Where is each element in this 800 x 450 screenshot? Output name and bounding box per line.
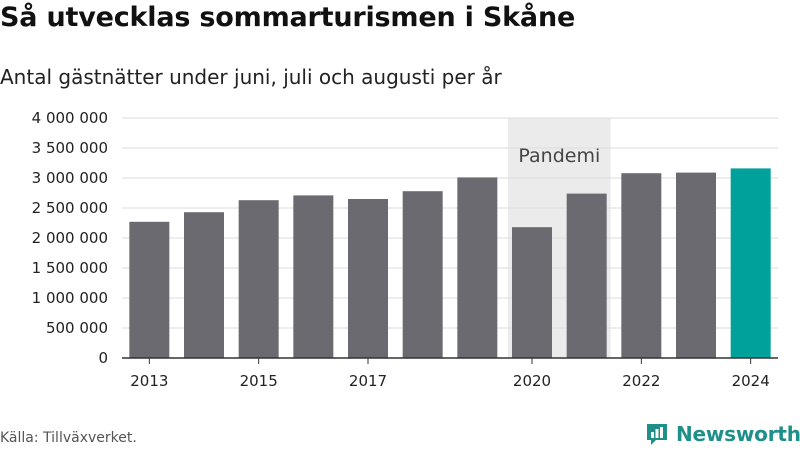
bar-2020 xyxy=(512,227,552,358)
bar-2019 xyxy=(457,177,498,358)
bar-2022 xyxy=(621,173,662,358)
source-note: Källa: Tillväxverket. xyxy=(0,430,137,446)
bar-2023 xyxy=(676,172,716,358)
y-tick-label: 3 000 000 xyxy=(32,169,108,187)
bar-2024 xyxy=(730,168,771,358)
bar-chart: Pandemi 0 500 000 1 000 000 1 500 000 2 000 … xyxy=(32,109,778,390)
gridlines xyxy=(122,117,778,329)
bar-2014 xyxy=(184,212,224,358)
y-tick-label: 2 000 000 xyxy=(32,229,108,247)
x-tick-label: 2020 xyxy=(513,372,551,390)
bar-2021 xyxy=(566,193,607,358)
chart-subtitle: Antal gästnätter under juni, juli och au… xyxy=(0,65,502,89)
pandemic-band-label: Pandemi xyxy=(518,145,600,167)
brand-name: Newsworthy xyxy=(676,422,800,446)
bar-2017 xyxy=(348,199,388,358)
y-tick-label: 3 500 000 xyxy=(32,139,108,157)
chart-title: Så utvecklas sommarturismen i Skåne xyxy=(0,2,576,33)
bar-2015 xyxy=(238,200,279,358)
axis xyxy=(122,357,778,364)
bar-2013 xyxy=(129,221,170,358)
bar-2016 xyxy=(293,195,334,358)
y-tick-label: 0 xyxy=(98,349,108,367)
y-tick-label: 4 000 000 xyxy=(32,109,108,127)
tick-labels: 0 500 000 1 000 000 1 500 000 2 000 000 2 500… xyxy=(32,109,770,390)
brand-logo: Newsworthy xyxy=(644,420,800,448)
y-tick-label: 1 000 000 xyxy=(32,289,108,307)
y-tick-label: 1 500 000 xyxy=(32,259,108,277)
bar-2018 xyxy=(402,191,443,358)
newsworthy-logo-icon xyxy=(647,424,667,445)
x-tick-label: 2017 xyxy=(349,372,387,390)
x-tick-label: 2022 xyxy=(622,372,660,390)
x-tick-label: 2024 xyxy=(732,372,770,390)
x-tick-label: 2013 xyxy=(130,372,168,390)
y-tick-label: 500 000 xyxy=(46,319,108,337)
x-tick-label: 2015 xyxy=(240,372,278,390)
y-tick-label: 2 500 000 xyxy=(32,199,108,217)
bars xyxy=(129,168,771,358)
